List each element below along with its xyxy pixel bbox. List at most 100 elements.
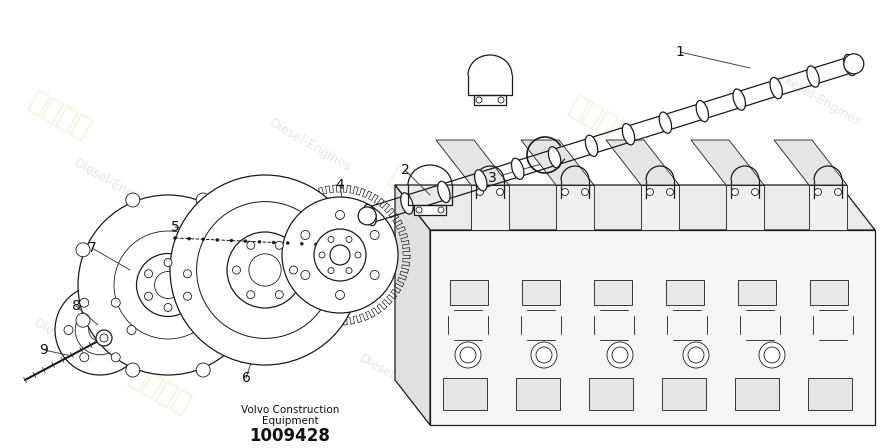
Circle shape: [328, 237, 334, 242]
Circle shape: [232, 266, 240, 274]
Circle shape: [247, 241, 255, 250]
Text: 紫发动力: 紫发动力: [125, 361, 196, 419]
Circle shape: [416, 207, 422, 213]
Circle shape: [455, 342, 481, 368]
Polygon shape: [556, 185, 594, 230]
Circle shape: [460, 347, 476, 363]
Text: 紫发动力: 紫发动力: [494, 331, 566, 389]
Text: Diesel-Engines: Diesel-Engines: [627, 361, 713, 419]
Circle shape: [183, 292, 191, 300]
Ellipse shape: [622, 124, 635, 145]
Circle shape: [438, 207, 444, 213]
Circle shape: [125, 193, 140, 207]
Circle shape: [275, 241, 283, 250]
Circle shape: [336, 211, 344, 220]
Ellipse shape: [807, 66, 820, 87]
Circle shape: [683, 342, 709, 368]
Text: Equipment: Equipment: [262, 416, 319, 426]
Polygon shape: [738, 280, 776, 305]
Text: 紫发动力: 紫发动力: [694, 281, 765, 339]
Circle shape: [301, 271, 310, 280]
Circle shape: [76, 305, 125, 355]
Circle shape: [174, 237, 176, 240]
Circle shape: [89, 319, 111, 341]
Circle shape: [476, 97, 482, 103]
Text: 1: 1: [676, 45, 684, 59]
Circle shape: [125, 363, 140, 377]
Text: Diesel-Engines: Diesel-Engines: [72, 156, 158, 214]
Polygon shape: [414, 205, 446, 215]
Polygon shape: [808, 378, 852, 410]
Circle shape: [612, 347, 628, 363]
Ellipse shape: [512, 158, 524, 180]
Ellipse shape: [438, 181, 450, 202]
Polygon shape: [606, 140, 679, 185]
Text: Diesel-Engines: Diesel-Engines: [267, 116, 353, 174]
Circle shape: [688, 347, 704, 363]
Circle shape: [497, 189, 504, 195]
Text: Diesel-Engines: Diesel-Engines: [357, 351, 443, 409]
Circle shape: [355, 252, 361, 258]
Circle shape: [319, 252, 325, 258]
Text: 1009428: 1009428: [249, 427, 330, 445]
Polygon shape: [516, 378, 560, 410]
Polygon shape: [474, 95, 506, 105]
Circle shape: [111, 353, 120, 362]
Circle shape: [202, 238, 205, 241]
Text: 9: 9: [39, 343, 48, 357]
Circle shape: [581, 189, 588, 195]
Circle shape: [170, 175, 360, 365]
Circle shape: [346, 237, 352, 242]
Circle shape: [751, 189, 758, 195]
Text: Diesel-Engines: Diesel-Engines: [657, 191, 743, 249]
Circle shape: [287, 241, 289, 245]
Polygon shape: [443, 378, 487, 410]
Circle shape: [55, 285, 145, 375]
Ellipse shape: [548, 146, 561, 168]
Polygon shape: [522, 280, 560, 305]
Text: Diesel-Engines: Diesel-Engines: [457, 256, 543, 314]
Circle shape: [197, 202, 334, 338]
Circle shape: [127, 326, 136, 335]
Polygon shape: [691, 140, 764, 185]
Circle shape: [476, 189, 483, 195]
Polygon shape: [450, 280, 488, 305]
Polygon shape: [436, 140, 509, 185]
Text: 紫发动力: 紫发动力: [184, 231, 255, 289]
Polygon shape: [641, 185, 679, 230]
Circle shape: [155, 271, 182, 298]
Circle shape: [282, 197, 398, 313]
Text: 6: 6: [241, 371, 250, 385]
Polygon shape: [726, 185, 764, 230]
Circle shape: [314, 243, 318, 246]
Circle shape: [196, 363, 210, 377]
Circle shape: [247, 291, 255, 299]
Ellipse shape: [844, 54, 856, 76]
Circle shape: [358, 207, 376, 225]
Polygon shape: [430, 230, 875, 425]
Ellipse shape: [474, 170, 487, 191]
Polygon shape: [735, 378, 779, 410]
Circle shape: [272, 241, 275, 244]
Circle shape: [111, 298, 120, 307]
Ellipse shape: [364, 204, 376, 226]
Text: 紫发动力: 紫发动力: [24, 86, 96, 144]
Circle shape: [183, 270, 191, 278]
Circle shape: [336, 290, 344, 300]
Circle shape: [370, 231, 379, 240]
Circle shape: [249, 254, 281, 286]
Text: 7: 7: [87, 241, 96, 255]
Polygon shape: [594, 280, 632, 305]
Text: 5: 5: [171, 220, 180, 234]
Circle shape: [96, 330, 112, 346]
Circle shape: [330, 245, 350, 265]
Circle shape: [76, 243, 90, 257]
Text: Diesel-Engines: Diesel-Engines: [32, 316, 118, 374]
Ellipse shape: [400, 193, 413, 214]
Polygon shape: [395, 185, 430, 425]
Circle shape: [300, 242, 303, 245]
Ellipse shape: [696, 100, 708, 122]
Circle shape: [531, 342, 557, 368]
Text: 紫发动力: 紫发动力: [384, 161, 456, 219]
Circle shape: [244, 240, 247, 243]
